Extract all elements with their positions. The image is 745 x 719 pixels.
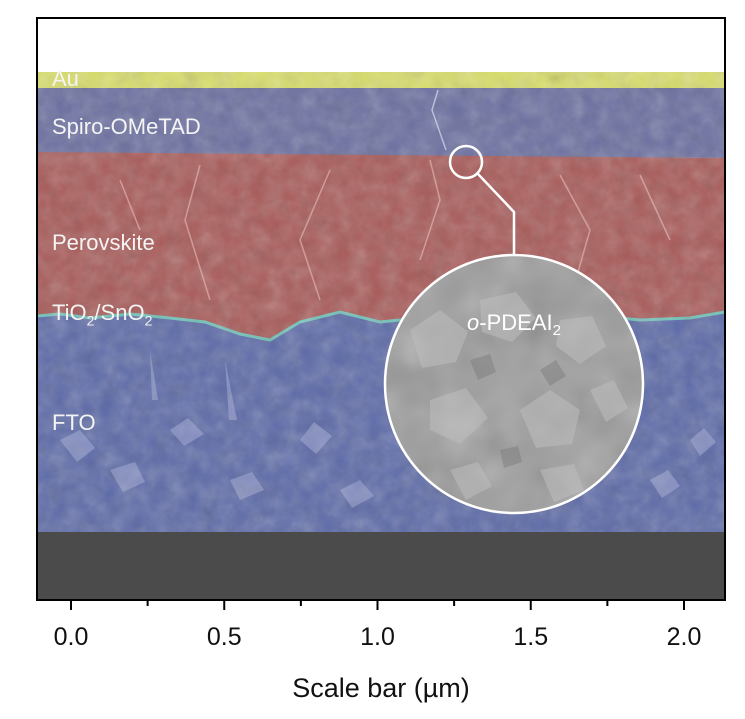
image-frame bbox=[36, 17, 726, 601]
label-sno2-text: /SnO bbox=[94, 300, 145, 325]
fto-grain-highlights bbox=[60, 350, 716, 508]
glass-substrate bbox=[37, 532, 725, 600]
tick-label: 1.0 bbox=[360, 623, 395, 651]
scale-bar-axis: 0.0 0.5 1.0 1.5 2.0 bbox=[54, 600, 702, 651]
callout-circle bbox=[448, 144, 484, 180]
label-tio2-subscript: 2 bbox=[86, 312, 95, 329]
inset-border bbox=[383, 253, 645, 515]
spiro-crack bbox=[431, 89, 447, 151]
tick-label: 1.5 bbox=[513, 623, 548, 651]
axis-title: Scale bar (µm) bbox=[292, 673, 470, 703]
perovskite-grain-boundaries bbox=[119, 159, 671, 301]
label-tio2-sno2: TiO2/SnO2 bbox=[52, 300, 152, 328]
inset-label-prefix: o bbox=[467, 310, 479, 335]
label-au: Au bbox=[52, 66, 79, 91]
tick-label: 2.0 bbox=[667, 623, 702, 651]
inset-magnified-view bbox=[383, 253, 645, 515]
label-spiro-ometad: Spiro-OMeTAD bbox=[52, 114, 201, 139]
inset-grain-texture bbox=[385, 255, 643, 513]
tick-label: 0.0 bbox=[54, 623, 89, 651]
inset-label-subscript: 2 bbox=[553, 322, 561, 339]
inset-label-text: -PDEAI bbox=[479, 310, 552, 335]
label-fto: FTO bbox=[52, 410, 96, 435]
label-sno2-subscript: 2 bbox=[144, 312, 153, 329]
tick-label: 0.5 bbox=[207, 623, 242, 651]
label-tio2-text: TiO bbox=[52, 300, 87, 325]
inset-label: o-PDEAI2 bbox=[467, 310, 561, 339]
label-perovskite: Perovskite bbox=[52, 230, 155, 255]
callout-leader-line bbox=[477, 173, 516, 256]
